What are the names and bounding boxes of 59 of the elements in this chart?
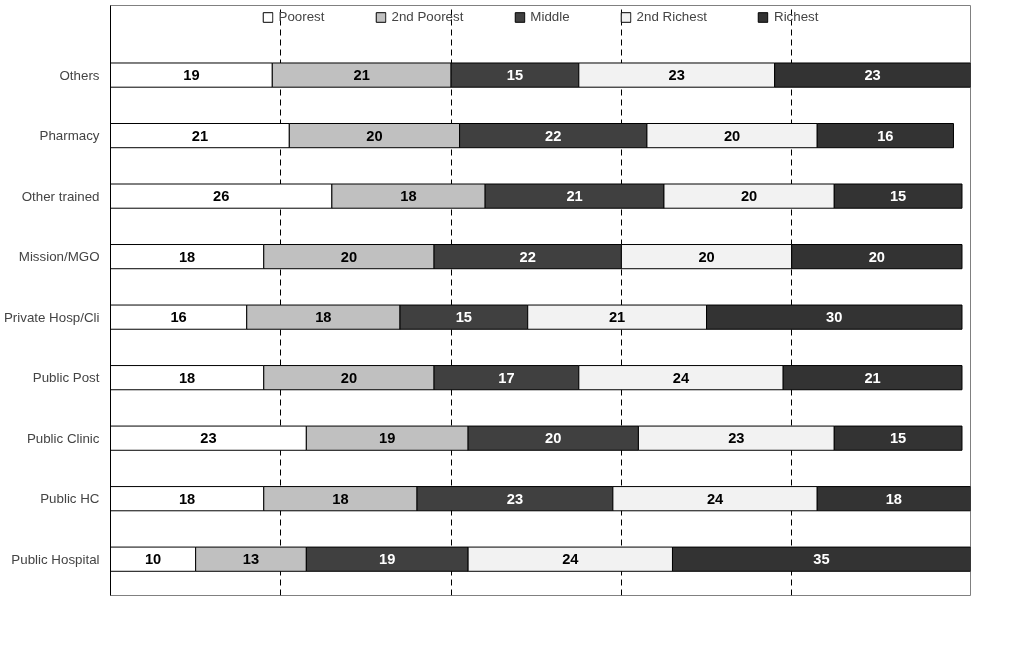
data-label: 20 [868,248,885,265]
data-label: 23 [506,490,524,507]
y-tick-label: Others [59,67,100,83]
data-label: 15 [506,67,524,84]
data-label: 18 [332,490,349,507]
data-label: 16 [170,309,187,326]
data-label: 19 [379,430,396,447]
data-label: 23 [668,67,685,84]
data-label: 21 [191,127,209,144]
data-label: 19 [183,67,200,84]
legend-label: Middle [530,9,570,24]
data-label: 23 [864,67,881,84]
data-label: 20 [545,430,562,447]
data-label: 15 [889,188,907,205]
data-label: 17 [498,369,515,386]
legend-label: 2nd Poorest [391,9,464,24]
data-label: 20 [740,188,758,205]
y-tick-label: Public Hospital [11,551,100,567]
data-label: 21 [353,67,370,84]
data-label: 24 [562,551,580,568]
data-label: 21 [566,188,583,205]
data-label: 13 [242,551,260,568]
data-label: 18 [178,490,196,507]
data-label: 24 [706,490,725,507]
data-label: 20 [340,248,358,265]
data-label: 15 [889,430,907,447]
y-tick-label: Other trained [21,188,100,204]
y-tick-label: Public Post [32,370,100,386]
data-label: 16 [877,127,894,144]
data-label: 30 [826,309,843,326]
data-label: 22 [519,248,536,265]
data-label: 26 [213,188,230,205]
data-label: 20 [340,369,358,386]
data-label: 18 [178,369,196,386]
y-tick-label: Public Clinic [26,430,100,446]
data-label: 18 [178,248,196,265]
data-label: 20 [723,127,741,144]
legend-label: Poorest [278,9,325,24]
y-tick-label: Pharmacy [39,128,100,144]
data-label: 18 [885,490,903,507]
legend-label: 2nd Richest [636,9,708,24]
data-label: 23 [200,430,217,447]
y-tick-label: Public HC [40,491,100,507]
data-label: 22 [545,127,562,144]
data-label: 19 [379,551,396,568]
data-label: 23 [728,430,745,447]
data-label: 21 [864,369,881,386]
data-label: 35 [813,551,830,568]
y-tick-label: Mission/MGO [18,249,100,265]
data-label: 21 [608,309,626,326]
data-label: 18 [400,188,417,205]
data-label: 15 [455,309,473,326]
data-label: 10 [144,551,162,568]
data-label: 20 [366,127,383,144]
data-label: 18 [315,309,332,326]
y-tick-label: Private Hosp/Cli [3,309,100,325]
legend-label: Richest [774,9,819,24]
data-label: 24 [672,369,690,386]
data-label: 20 [698,248,715,265]
